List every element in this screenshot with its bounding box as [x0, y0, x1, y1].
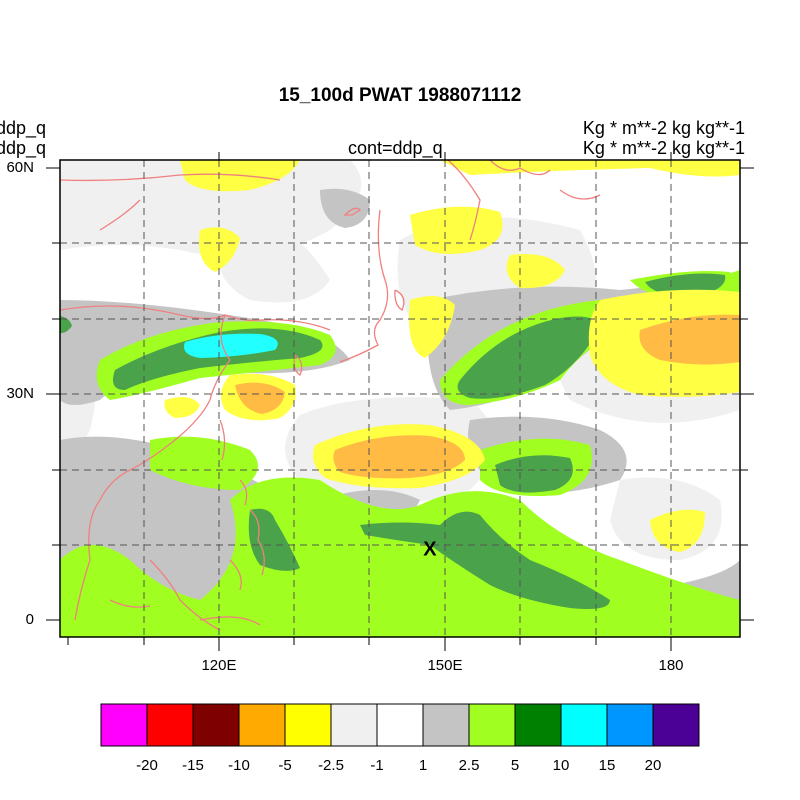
units-string-1: Kg * m**-2 kg kg**-1: [582, 118, 745, 138]
labelbar-box: [376, 703, 424, 747]
labelbar-tick-label: -1: [370, 757, 384, 774]
x-tick-label-180: 180: [658, 657, 684, 674]
axis-ticks: [46, 152, 754, 651]
chart-title: 15_100d PWAT 1988071112: [278, 85, 522, 106]
labelbar-box: [606, 703, 654, 747]
labelbar-box: [652, 703, 700, 747]
contour-fill-layer: [60, 160, 740, 637]
location-marker: X: [423, 538, 437, 560]
left-string-2: ddp_q: [0, 138, 47, 158]
labelbar-tick-label: 10: [552, 757, 570, 774]
x-tick-label-150e: 150E: [427, 657, 463, 674]
labelbar-box: [100, 703, 148, 747]
labelbar-box: [560, 703, 608, 747]
labelbar-box: [422, 703, 470, 747]
coastlines: [60, 160, 601, 631]
labelbar-tick-label: 20: [644, 757, 662, 774]
labelbar-tick-label: -5: [278, 757, 292, 774]
color-labelbar: [100, 703, 700, 747]
labelbar-tick-label: -20: [136, 757, 158, 774]
labelbar-box: [514, 703, 562, 747]
units-string-2: Kg * m**-2 kg kg**-1: [582, 138, 745, 158]
y-tick-label-0: 0: [25, 611, 34, 628]
labelbar-tick-label: -2.5: [318, 757, 344, 774]
center-subtitle: cont=ddp_q: [348, 138, 443, 158]
left-string-1: ddp_q: [0, 118, 47, 138]
labelbar-box: [330, 703, 378, 747]
labelbar-box: [468, 703, 516, 747]
x-tick-label-120e: 120E: [201, 657, 237, 674]
labelbar-box: [284, 703, 332, 747]
labelbar-box: [146, 703, 194, 747]
labelbar-tick-label: 2.5: [458, 757, 480, 774]
labelbar-tick-label: -10: [228, 757, 250, 774]
y-tick-label-60n: 60N: [6, 159, 34, 176]
labelbar-tick-label: -15: [182, 757, 204, 774]
plot-frame: [59, 159, 741, 638]
gridlines: [60, 160, 740, 637]
labelbar-tick-label: 1: [418, 757, 428, 774]
labelbar-box: [238, 703, 286, 747]
labelbar-box: [192, 703, 240, 747]
labelbar-tick-label: 5: [510, 757, 520, 774]
y-tick-label-30n: 30N: [6, 385, 34, 402]
labelbar-tick-label: 15: [598, 757, 616, 774]
